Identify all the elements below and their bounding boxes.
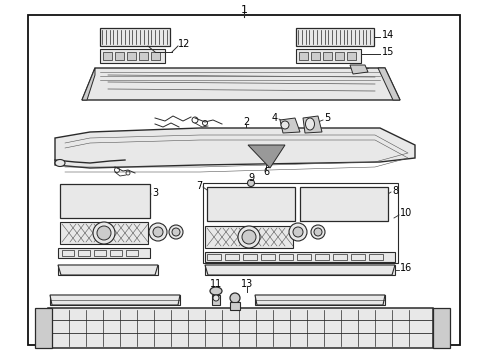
Bar xyxy=(203,183,398,263)
Polygon shape xyxy=(50,295,180,305)
Bar xyxy=(323,52,332,60)
Bar xyxy=(58,248,150,258)
Text: 6: 6 xyxy=(263,167,269,177)
Polygon shape xyxy=(82,68,95,100)
Bar xyxy=(315,254,329,260)
Bar xyxy=(369,254,383,260)
Text: 5: 5 xyxy=(324,113,330,123)
Bar xyxy=(60,184,150,218)
Text: 1: 1 xyxy=(241,5,247,15)
Text: 11: 11 xyxy=(210,279,222,289)
Bar xyxy=(205,226,293,248)
Text: 7: 7 xyxy=(196,181,202,191)
Bar xyxy=(255,295,385,305)
Ellipse shape xyxy=(55,159,65,166)
Text: 10: 10 xyxy=(400,208,412,218)
Text: 16: 16 xyxy=(400,263,412,273)
Polygon shape xyxy=(82,68,400,100)
Bar xyxy=(205,265,395,275)
Ellipse shape xyxy=(238,226,260,248)
Bar xyxy=(103,52,112,60)
Ellipse shape xyxy=(210,287,222,295)
Bar xyxy=(60,222,148,244)
Bar xyxy=(335,52,344,60)
Bar xyxy=(100,49,165,63)
Text: 8: 8 xyxy=(392,186,398,196)
Bar xyxy=(243,254,257,260)
Ellipse shape xyxy=(149,223,167,241)
Ellipse shape xyxy=(93,222,115,244)
Bar xyxy=(296,28,374,46)
Bar xyxy=(279,254,293,260)
Ellipse shape xyxy=(293,227,303,237)
Bar xyxy=(115,52,124,60)
Bar xyxy=(297,254,311,260)
Bar xyxy=(126,250,138,256)
Bar xyxy=(94,250,106,256)
Polygon shape xyxy=(303,116,322,133)
Polygon shape xyxy=(248,145,285,168)
Polygon shape xyxy=(255,295,385,305)
Bar xyxy=(50,295,180,305)
Ellipse shape xyxy=(153,227,163,237)
Ellipse shape xyxy=(281,121,289,129)
Bar xyxy=(351,254,365,260)
Ellipse shape xyxy=(230,293,240,303)
Bar xyxy=(347,52,356,60)
Bar xyxy=(48,308,433,348)
Text: 3: 3 xyxy=(152,188,158,198)
Text: 15: 15 xyxy=(382,47,394,57)
Bar xyxy=(333,254,347,260)
Bar xyxy=(127,52,136,60)
Bar xyxy=(207,254,221,260)
Text: 2: 2 xyxy=(243,117,249,127)
Ellipse shape xyxy=(213,295,219,301)
Ellipse shape xyxy=(305,118,315,130)
Ellipse shape xyxy=(172,228,180,236)
Ellipse shape xyxy=(169,225,183,239)
Polygon shape xyxy=(58,265,158,275)
Polygon shape xyxy=(350,65,368,74)
Bar xyxy=(110,250,122,256)
Ellipse shape xyxy=(311,225,325,239)
Bar xyxy=(300,187,388,221)
Bar xyxy=(225,254,239,260)
Bar xyxy=(205,252,395,262)
Text: 9: 9 xyxy=(248,173,254,183)
Ellipse shape xyxy=(242,230,256,244)
Polygon shape xyxy=(433,308,450,348)
Text: 4: 4 xyxy=(272,113,278,123)
Bar xyxy=(212,295,220,305)
Text: 12: 12 xyxy=(178,39,191,49)
Ellipse shape xyxy=(314,228,322,236)
Bar xyxy=(58,265,158,275)
Bar xyxy=(78,250,90,256)
Ellipse shape xyxy=(289,223,307,241)
Bar xyxy=(207,187,295,221)
Bar xyxy=(311,52,320,60)
Bar xyxy=(230,302,240,310)
Polygon shape xyxy=(55,128,415,168)
Text: 14: 14 xyxy=(382,30,394,40)
Polygon shape xyxy=(378,68,400,100)
Bar xyxy=(139,52,148,60)
Bar xyxy=(28,15,460,345)
Bar xyxy=(62,250,74,256)
Bar xyxy=(151,52,160,60)
Ellipse shape xyxy=(97,226,111,240)
Bar xyxy=(261,254,275,260)
Ellipse shape xyxy=(247,180,254,186)
Text: 13: 13 xyxy=(241,279,253,289)
Polygon shape xyxy=(35,308,52,348)
Polygon shape xyxy=(205,265,395,275)
Bar xyxy=(100,28,170,46)
Bar xyxy=(296,49,361,63)
Bar xyxy=(299,52,308,60)
Polygon shape xyxy=(280,118,300,133)
